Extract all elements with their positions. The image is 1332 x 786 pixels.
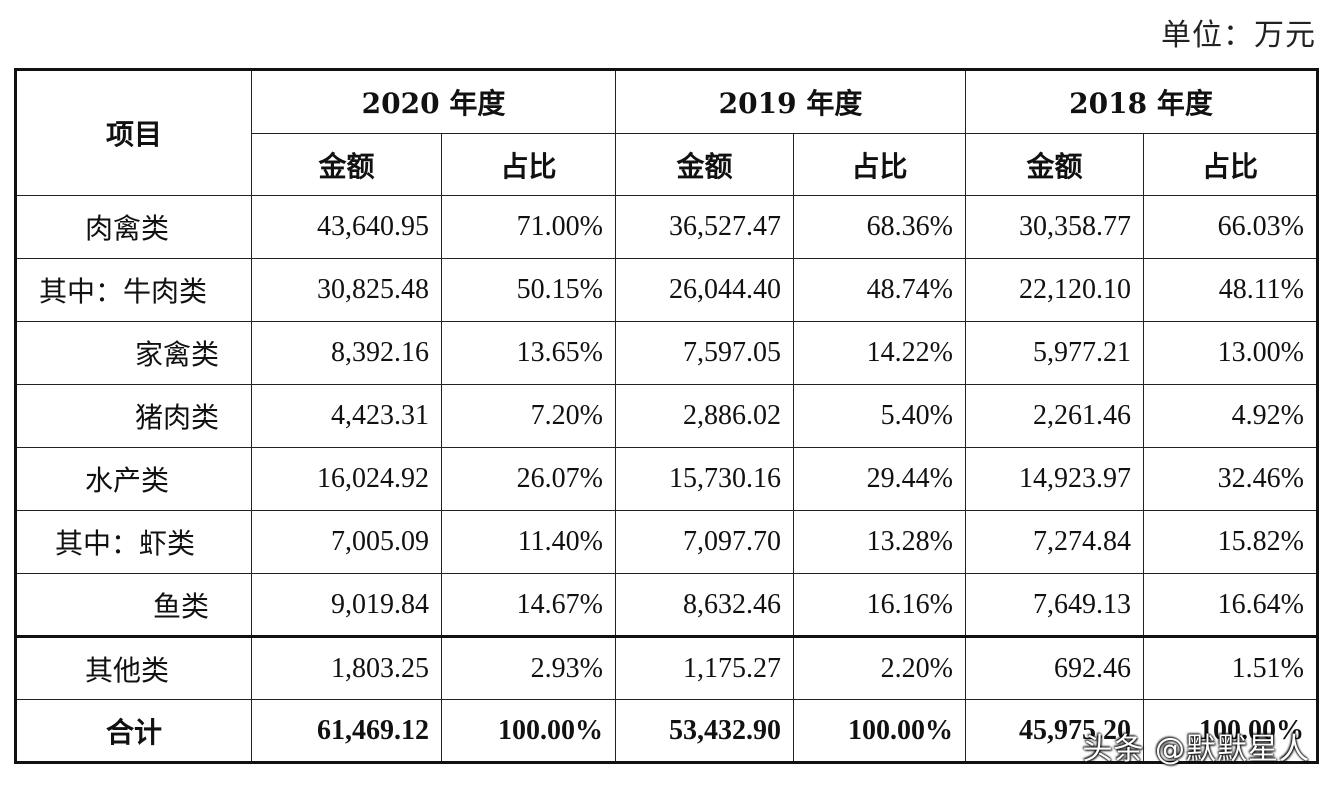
cell-2020-amount: 43,640.95: [251, 195, 442, 259]
cell-2019-amount: 2,886.02: [615, 384, 794, 448]
header-year-2020: 2020 年度: [251, 69, 616, 134]
cell-2019-amount: 8,632.46: [615, 573, 794, 637]
cell-2020-ratio: 50.15%: [441, 258, 616, 322]
row-label: 水产类: [15, 447, 252, 511]
header-year-2019: 2019 年度: [615, 69, 966, 134]
cell-2020-ratio: 13.65%: [441, 321, 616, 385]
row-label: 鱼类: [15, 573, 252, 637]
cell-2019-amount: 36,527.47: [615, 195, 794, 259]
cell-2019-ratio: 5.40%: [793, 384, 966, 448]
row-label: 肉禽类: [15, 195, 252, 259]
cell-2019-amount: 53,432.90: [615, 699, 794, 763]
cell-2020-amount: 9,019.84: [251, 573, 442, 637]
row-label: 其他类: [15, 635, 252, 700]
cell-2019-ratio: 13.28%: [793, 510, 966, 574]
cell-2019-ratio: 48.74%: [793, 258, 966, 322]
cell-2018-amount: 5,977.21: [965, 321, 1144, 385]
cell-2018-ratio: 48.11%: [1143, 258, 1318, 322]
cell-2018-amount: 45,975.20: [965, 699, 1144, 763]
cell-2020-ratio: 14.67%: [441, 573, 616, 637]
row-label: 合计: [15, 699, 252, 763]
header-ratio: 占比: [793, 133, 966, 196]
cell-2019-amount: 26,044.40: [615, 258, 794, 322]
row-label: 其中：虾类: [15, 510, 252, 574]
cell-2019-amount: 15,730.16: [615, 447, 794, 511]
row-label: 家禽类: [15, 321, 252, 385]
cell-2020-amount: 30,825.48: [251, 258, 442, 322]
cell-2018-amount: 692.46: [965, 635, 1144, 700]
cell-2020-amount: 61,469.12: [251, 699, 442, 763]
cell-2020-amount: 4,423.31: [251, 384, 442, 448]
cell-2018-amount: 14,923.97: [965, 447, 1144, 511]
row-label: 其中：牛肉类: [15, 258, 252, 322]
table-row: 鱼类 9,019.84 14.67% 8,632.46 16.16% 7,649…: [15, 573, 1318, 637]
cell-2020-amount: 1,803.25: [251, 635, 442, 700]
cell-2018-amount: 7,274.84: [965, 510, 1144, 574]
header-item: 项目: [15, 69, 252, 196]
table-row-total: 合计 61,469.12 100.00% 53,432.90 100.00% 4…: [15, 699, 1318, 763]
row-label: 猪肉类: [15, 384, 252, 448]
cell-2019-ratio: 29.44%: [793, 447, 966, 511]
table-row: 其中：虾类 7,005.09 11.40% 7,097.70 13.28% 7,…: [15, 510, 1318, 574]
cell-2018-amount: 30,358.77: [965, 195, 1144, 259]
revenue-table: 项目 2020 年度 2019 年度 2018 年度 金额 占比 金额 占比 金…: [14, 68, 1319, 764]
table-row: 其他类 1,803.25 2.93% 1,175.27 2.20% 692.46…: [15, 635, 1318, 700]
cell-2019-ratio: 2.20%: [793, 635, 966, 700]
cell-2019-amount: 7,597.05: [615, 321, 794, 385]
cell-2020-ratio: 11.40%: [441, 510, 616, 574]
cell-2020-ratio: 71.00%: [441, 195, 616, 259]
cell-2019-ratio: 16.16%: [793, 573, 966, 637]
watermark: 头条 @默默星人: [1082, 732, 1310, 767]
header-amount: 金额: [965, 133, 1144, 196]
cell-2018-amount: 2,261.46: [965, 384, 1144, 448]
header-ratio: 占比: [1143, 133, 1318, 196]
cell-2020-ratio: 100.00%: [441, 699, 616, 763]
table-row: 家禽类 8,392.16 13.65% 7,597.05 14.22% 5,97…: [15, 321, 1318, 385]
unit-label: 单位：万元: [1161, 18, 1316, 53]
header-year-2018: 2018 年度: [965, 69, 1318, 134]
cell-2020-ratio: 7.20%: [441, 384, 616, 448]
cell-2020-ratio: 26.07%: [441, 447, 616, 511]
cell-2018-ratio: 4.92%: [1143, 384, 1318, 448]
cell-2019-ratio: 100.00%: [793, 699, 966, 763]
cell-2019-ratio: 68.36%: [793, 195, 966, 259]
cell-2018-ratio: 66.03%: [1143, 195, 1318, 259]
cell-2020-amount: 7,005.09: [251, 510, 442, 574]
cell-2018-ratio: 15.82%: [1143, 510, 1318, 574]
cell-2020-ratio: 2.93%: [441, 635, 616, 700]
header-amount: 金额: [251, 133, 442, 196]
cell-2018-amount: 7,649.13: [965, 573, 1144, 637]
header-ratio: 占比: [441, 133, 616, 196]
cell-2018-ratio: 13.00%: [1143, 321, 1318, 385]
cell-2020-amount: 8,392.16: [251, 321, 442, 385]
cell-2019-ratio: 14.22%: [793, 321, 966, 385]
cell-2018-amount: 22,120.10: [965, 258, 1144, 322]
table-row: 猪肉类 4,423.31 7.20% 2,886.02 5.40% 2,261.…: [15, 384, 1318, 448]
cell-2018-ratio: 32.46%: [1143, 447, 1318, 511]
table-row: 其中：牛肉类 30,825.48 50.15% 26,044.40 48.74%…: [15, 258, 1318, 322]
header-amount: 金额: [615, 133, 794, 196]
cell-2019-amount: 1,175.27: [615, 635, 794, 700]
cell-2019-amount: 7,097.70: [615, 510, 794, 574]
table-row: 肉禽类 43,640.95 71.00% 36,527.47 68.36% 30…: [15, 195, 1318, 259]
cell-2018-ratio: 16.64%: [1143, 573, 1318, 637]
cell-2018-ratio: 1.51%: [1143, 635, 1318, 700]
cell-2018-ratio: 100.00%: [1143, 699, 1318, 763]
cell-2020-amount: 16,024.92: [251, 447, 442, 511]
table-row: 水产类 16,024.92 26.07% 15,730.16 29.44% 14…: [15, 447, 1318, 511]
